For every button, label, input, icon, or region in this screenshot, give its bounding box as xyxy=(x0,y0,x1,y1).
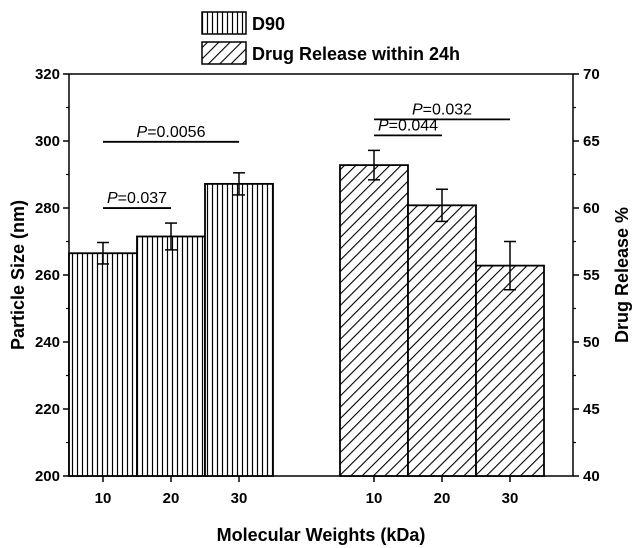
legend-label-drug-release: Drug Release within 24h xyxy=(252,44,460,64)
error-bar xyxy=(504,240,516,291)
error-bars-layer xyxy=(97,149,516,291)
error-bar xyxy=(368,149,380,181)
bars-layer xyxy=(68,164,545,477)
x-axis-title: Molecular Weights (kDa) xyxy=(217,525,426,545)
legend-swatch-d90 xyxy=(201,11,247,35)
y-tick-label-left: 300 xyxy=(35,133,60,150)
bar-d90-30 xyxy=(204,182,274,477)
y-tick-label-right: 45 xyxy=(583,401,600,418)
x-tick-label: 10 xyxy=(366,490,383,507)
x-tick-label: 30 xyxy=(502,490,519,507)
y-tick-label-left: 280 xyxy=(35,200,60,217)
bottom-axis: 10 20 30 10 20 30 xyxy=(95,476,519,507)
significance-label: P=0.044 xyxy=(378,117,438,134)
y-tick-label-right: 65 xyxy=(583,133,600,150)
y-tick-label-left: 320 xyxy=(35,66,60,83)
x-tick-label: 10 xyxy=(95,490,112,507)
y-axis-title-left: Particle Size (nm) xyxy=(8,200,28,350)
error-bar xyxy=(97,241,109,265)
y-tick-label-right: 50 xyxy=(583,334,600,351)
x-tick-label: 20 xyxy=(434,490,451,507)
y-tick-label-left: 220 xyxy=(35,401,60,418)
y-tick-label-right: 40 xyxy=(583,468,600,485)
significance-label: P=0.037 xyxy=(107,190,167,207)
right-axis: 40 45 50 55 60 65 70 xyxy=(573,66,600,485)
error-bar xyxy=(436,188,448,223)
x-tick-label: 20 xyxy=(163,490,180,507)
y-axis-title-right: Drug Release % xyxy=(612,207,632,343)
y-tick-label-left: 240 xyxy=(35,334,60,351)
y-tick-label-right: 60 xyxy=(583,200,600,217)
y-tick-label-right: 70 xyxy=(583,66,600,83)
left-axis: 200 220 240 260 280 300 320 xyxy=(35,66,69,485)
y-tick-label-left: 260 xyxy=(35,267,60,284)
bar-drug-release-10 xyxy=(339,164,409,477)
x-tick-label: 30 xyxy=(231,490,248,507)
legend: D90 Drug Release within 24h xyxy=(201,11,460,65)
bar-d90-10 xyxy=(68,252,138,477)
y-tick-label-right: 55 xyxy=(583,267,600,284)
significance-label: P=0.032 xyxy=(412,101,472,118)
bar-drug-release-20 xyxy=(407,204,477,477)
legend-label-d90: D90 xyxy=(252,14,285,34)
error-bar xyxy=(233,172,245,196)
error-bar xyxy=(165,222,177,251)
significance-label: P=0.0056 xyxy=(137,124,206,141)
y-tick-label-left: 200 xyxy=(35,468,60,485)
bar-drug-release-30 xyxy=(475,264,545,477)
bar-d90-20 xyxy=(136,235,206,477)
legend-swatch-drug-release xyxy=(201,41,247,65)
